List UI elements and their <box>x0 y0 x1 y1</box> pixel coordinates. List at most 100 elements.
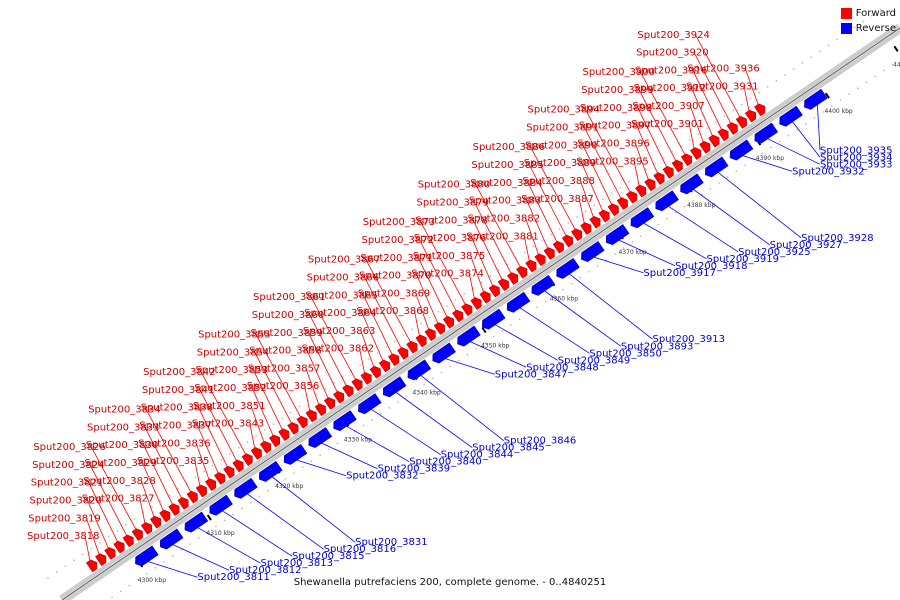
leader-line <box>308 332 338 392</box>
leader-line <box>296 459 347 477</box>
gene-label: Sput200_3884 <box>470 178 542 189</box>
gene-sput200-3815 <box>209 494 233 516</box>
gene-sput200-3854 <box>287 422 299 435</box>
leader-line <box>253 370 283 430</box>
gene-sput200-3861 <box>351 378 363 392</box>
leader-line <box>371 409 441 456</box>
leader-line <box>197 425 219 474</box>
gene-label: Sput200_3920 <box>636 48 709 59</box>
leader-line <box>365 259 411 342</box>
gene-sput200-3928 <box>705 156 729 178</box>
gene-label: Sput200_3867 <box>308 255 381 266</box>
gene-sput200-3824 <box>122 534 134 548</box>
gene-label: Sput200_3813 <box>261 558 334 569</box>
axis-band-forward <box>59 23 900 600</box>
leader-line <box>445 358 495 375</box>
gene-sput200-3865 <box>387 353 400 367</box>
gene-label: Sput200_3916 <box>635 65 708 76</box>
gene-sput200-3920 <box>726 122 738 135</box>
leader-line <box>495 324 558 361</box>
gene-sput200-3924 <box>735 116 747 129</box>
leader-line <box>689 105 704 142</box>
gene-label: Sput200_3917 <box>643 268 716 279</box>
gene-sput200-3873 <box>461 303 473 317</box>
gene-label: Sput200_3857 <box>248 363 321 374</box>
leader-line <box>306 350 329 399</box>
gene-sput200-3847 <box>432 342 456 364</box>
gene-sput200-3871 <box>442 315 455 329</box>
gene-label: Sput200_3894 <box>528 105 601 116</box>
legend-reverse: Reverse <box>840 21 896 36</box>
leader-line <box>359 348 365 373</box>
leader-line <box>580 180 594 217</box>
gene-label: Sput200_3839 <box>378 464 451 475</box>
gene-label: Sput200_3858 <box>249 346 322 357</box>
leader-line <box>310 296 356 380</box>
gene-sput200-3934 <box>779 105 803 127</box>
gene-sput200-3899 <box>671 159 683 173</box>
gene-label: Sput200_3836 <box>138 438 211 449</box>
gene-sput200-3882 <box>534 253 546 267</box>
gene-sput200-3913 <box>556 257 580 279</box>
leader-line <box>309 314 347 386</box>
leader-line <box>420 375 505 442</box>
gene-label: Sput200_3840 <box>409 457 482 468</box>
gene-sput200-3869 <box>424 328 436 342</box>
gene-label: Sput200_3850 <box>589 348 662 359</box>
leader-line <box>195 443 210 480</box>
gene-label: Sput200_3925 <box>738 247 811 258</box>
leader-line <box>767 138 821 165</box>
gene-label: Sput200_3918 <box>675 261 748 272</box>
gene-sput200-3891 <box>616 197 628 210</box>
axis-tick-label: 4330 kbp <box>344 436 372 443</box>
axis-tick <box>893 45 899 52</box>
gene-label: Sput200_3895 <box>576 156 649 167</box>
gene-label: Sput200_3927 <box>770 240 843 251</box>
gene-label: Sput200_3936 <box>687 64 760 75</box>
leader-line <box>578 198 585 224</box>
leader-line <box>144 427 182 499</box>
gene-label: Sput200_3864 <box>304 308 377 319</box>
reverse-swatch-icon <box>840 23 852 34</box>
leader-line <box>636 125 658 174</box>
gene-label: Sput200_3824 <box>32 460 105 471</box>
leader-line <box>525 218 539 255</box>
lower-track-dots <box>106 58 900 600</box>
gene-sput200-3816 <box>234 477 258 499</box>
axis-tick <box>824 92 830 99</box>
leader-line <box>581 163 603 211</box>
gene-label: Sput200_3860 <box>252 310 325 321</box>
gene-sput200-3925 <box>655 190 679 212</box>
axis-tick-label: 4300 kbp <box>138 577 166 584</box>
gene-sput200-3866 <box>397 347 409 360</box>
gene-label: Sput200_3888 <box>523 176 596 187</box>
leader-line <box>420 222 466 305</box>
gene-sput200-3886 <box>570 228 583 242</box>
axis-tick-label: 4320 kbp <box>275 483 303 490</box>
leader-line <box>527 182 558 242</box>
leader-line <box>695 34 741 117</box>
axis-tick-label: 4370 kbp <box>618 249 646 256</box>
gene-label: Sput200_3883 <box>469 196 542 207</box>
leader-line <box>304 386 310 411</box>
gene-sput200-3890 <box>607 203 619 217</box>
leader-line <box>635 143 649 180</box>
leader-line <box>255 334 301 417</box>
gene-label: Sput200_3898 <box>580 103 653 114</box>
gene-label: Sput200_3913 <box>653 334 726 345</box>
gene-label: Sput200_3844 <box>441 450 514 461</box>
gene-label: Sput200_3897 <box>579 121 652 132</box>
genome-caption: Shewanella putrefaciens 200, complete ge… <box>293 577 607 588</box>
gene-label: Sput200_3889 <box>524 158 597 169</box>
gene-sput200-3893 <box>531 274 556 296</box>
gene-sput200-3881 <box>525 259 537 273</box>
genome-axis: 4300 kbp 4310 kbp 4320 kbp 4330 kbp 4340 kbp… <box>46 5 900 600</box>
gene-label: Sput200_3829 <box>85 458 158 469</box>
gene-sput200-3878 <box>497 278 509 292</box>
gene-label: Sput200_3876 <box>414 233 487 244</box>
leader-line <box>417 257 448 317</box>
gene-sput200-3895 <box>635 184 647 198</box>
axis-tick <box>206 514 212 521</box>
gene-sput200-3811 <box>135 545 159 567</box>
gene-sput200-3933 <box>754 122 779 144</box>
